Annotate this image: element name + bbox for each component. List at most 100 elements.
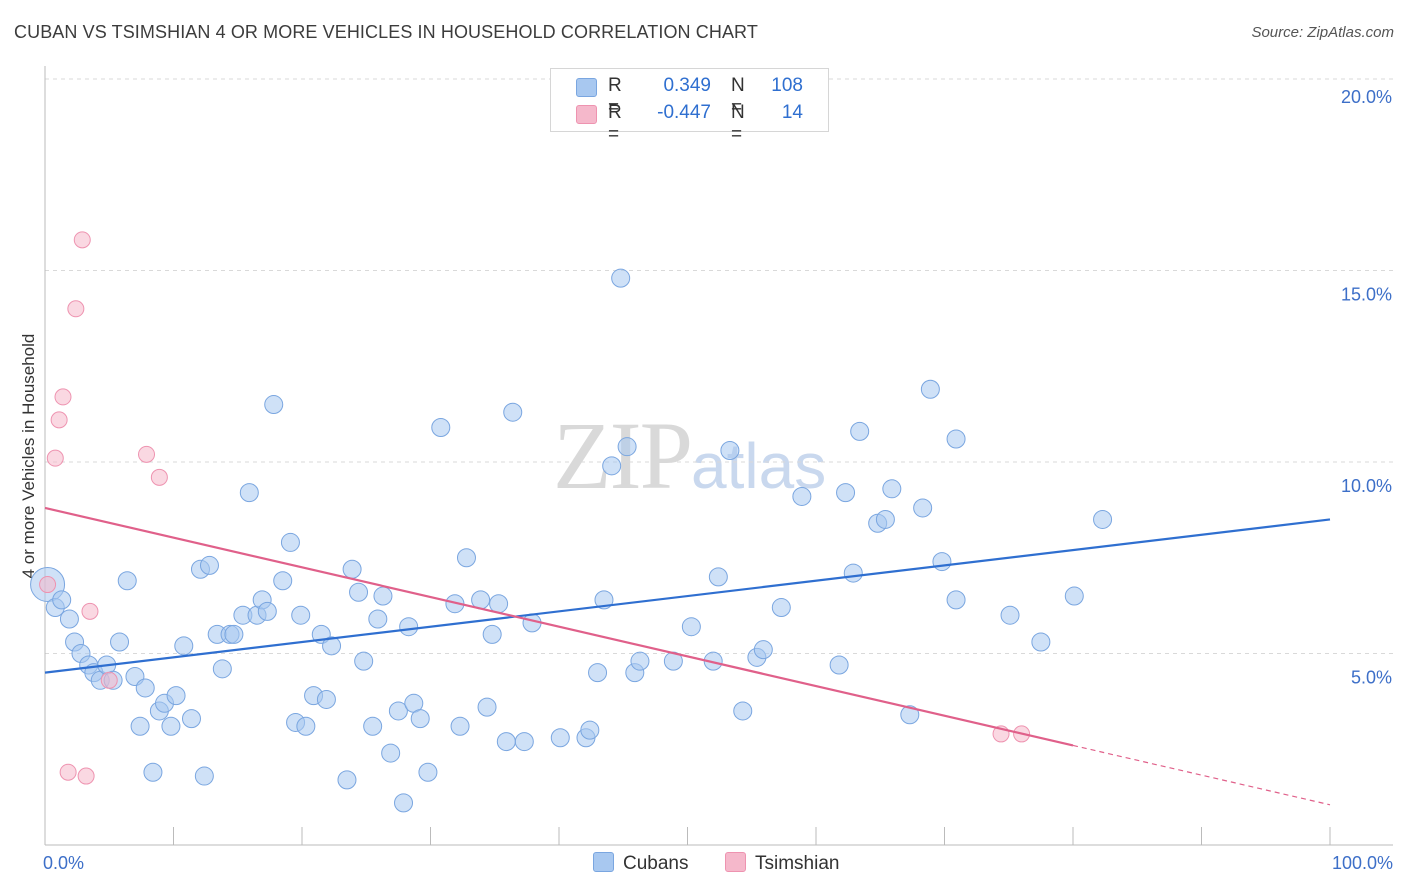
stats-legend: R = 0.349 N = 108 R = -0.447 N = 14 <box>550 68 829 145</box>
cubans-point <box>550 728 570 748</box>
trend-layer <box>44 506 1331 806</box>
y-axis-label: 4 or more Vehicles in Household <box>19 334 38 579</box>
cubans-point <box>280 532 300 552</box>
cubans-legend-swatch <box>593 852 614 872</box>
cubans-point <box>946 590 966 610</box>
cubans-point <box>946 429 966 449</box>
cubans-point <box>503 402 523 422</box>
cubans-point <box>1000 605 1020 625</box>
cubans-point <box>611 268 631 288</box>
cubans-legend-label: Cubans <box>623 853 689 874</box>
y-tick-label: 10.0% <box>1341 476 1392 496</box>
cubans-point <box>135 678 155 698</box>
cubans-point <box>264 395 284 415</box>
cubans-point <box>373 586 393 606</box>
cubans-point <box>630 651 650 671</box>
cubans-point <box>843 563 863 583</box>
cubans-point <box>354 651 374 671</box>
cubans-point <box>273 571 293 591</box>
n-value: 14 <box>781 102 803 123</box>
cubans-point <box>388 701 408 721</box>
tsimshian-point <box>150 468 168 486</box>
cubans-point <box>836 483 856 503</box>
cubans-point <box>322 636 342 656</box>
cubans-point <box>166 686 186 706</box>
tsimshian-point <box>59 763 77 781</box>
cubans-point <box>1093 509 1113 529</box>
tsimshian-legend-label: Tsimshian <box>755 853 840 874</box>
n-label: N = <box>731 102 745 145</box>
r-value: -0.447 <box>657 102 711 123</box>
cubans-point <box>932 552 952 572</box>
cubans-point <box>681 617 701 637</box>
tsimshian-swatch <box>576 105 597 124</box>
cubans-point <box>239 483 259 503</box>
chart-title: CUBAN VS TSIMSHIAN 4 OR MORE VEHICLES IN… <box>14 22 758 42</box>
cubans-point <box>753 640 773 660</box>
cubans-point <box>514 732 534 752</box>
cubans-point <box>882 479 902 499</box>
cubans-point <box>52 590 72 610</box>
cubans-point <box>602 456 622 476</box>
r-value: 0.349 <box>663 75 711 96</box>
points-layer <box>30 231 1113 813</box>
cubans-point <box>363 716 383 736</box>
axis-layer <box>44 66 1393 846</box>
cubans-point <box>850 421 870 441</box>
cubans-point <box>580 720 600 740</box>
tsimshian-point <box>39 576 57 594</box>
cubans-point <box>59 609 79 629</box>
cubans-point <box>792 486 812 506</box>
n-label: N = <box>731 75 745 118</box>
tsimshian-point <box>73 231 91 249</box>
cubans-point <box>337 770 357 790</box>
x-tick-label: 0.0% <box>43 853 84 873</box>
cubans-point <box>410 709 430 729</box>
cubans-point <box>342 559 362 579</box>
labels-layer: 5.0% 10.0% 15.0% 20.0% 0.0% 100.0% <box>43 87 1393 873</box>
tsimshian-trend-line <box>44 506 1074 747</box>
cubans-point <box>482 624 502 644</box>
bottom-legend-tsimshian: Tsimshian <box>725 852 839 875</box>
cubans-point <box>194 766 214 786</box>
cubans-point <box>110 632 130 652</box>
cubans-point <box>130 716 150 736</box>
tsimshian-point <box>138 445 156 463</box>
bottom-legend-cubans: Cubans <box>593 852 689 875</box>
cubans-point <box>143 762 163 782</box>
cubans-swatch <box>576 78 597 97</box>
cubans-point <box>394 793 414 813</box>
grid-layer <box>45 78 1393 654</box>
cubans-point <box>829 655 849 675</box>
cubans-point <box>913 498 933 518</box>
cubans-point <box>617 437 637 457</box>
source-label: Source: ZipAtlas.com <box>1251 24 1394 41</box>
cubans-point <box>174 636 194 656</box>
r-label: R = <box>608 75 622 118</box>
cubans-point <box>291 605 311 625</box>
cubans-point <box>224 624 244 644</box>
cubans-point <box>733 701 753 721</box>
cubans-point <box>450 716 470 736</box>
cubans-point <box>588 663 608 683</box>
cubans-point <box>489 594 509 614</box>
tsimshian-point <box>54 388 72 406</box>
cubans-point <box>257 601 277 621</box>
cubans-point <box>496 732 516 752</box>
cubans-point <box>296 716 316 736</box>
cubans-point <box>771 598 791 618</box>
cubans-point <box>720 441 740 461</box>
cubans-point <box>431 418 451 438</box>
cubans-point <box>368 609 388 629</box>
watermark-zip: ZIP <box>553 402 693 509</box>
tsimshian-legend-swatch <box>725 852 746 872</box>
n-value: 108 <box>771 75 803 96</box>
cubans-point <box>708 567 728 587</box>
y-tick-label: 5.0% <box>1351 668 1392 688</box>
cubans-point <box>399 617 419 637</box>
cubans-point <box>875 509 895 529</box>
tsimshian-point <box>81 602 99 620</box>
cubans-point <box>212 659 232 679</box>
cubans-point <box>900 705 920 725</box>
